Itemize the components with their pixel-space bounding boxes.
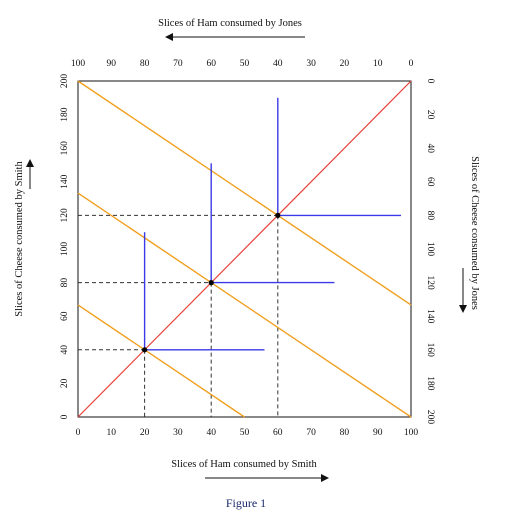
budget-lines: [77, 80, 412, 418]
right-tick-label: 40: [425, 143, 435, 153]
budget-line: [77, 192, 412, 418]
right-tick-label: 100: [425, 242, 435, 257]
bottom-tick-label: 40: [206, 428, 216, 438]
top-tick-label: 40: [273, 59, 283, 69]
bottom-tick-label: 10: [107, 428, 117, 438]
equilibrium-points: [142, 212, 281, 353]
contract-curve: [77, 80, 412, 418]
bottom-axis-title: Slices of Ham consumed by Smith: [171, 459, 317, 470]
top-tick-label: 100: [71, 59, 86, 69]
right-tick-label: 180: [425, 376, 435, 391]
top-tick-label: 10: [373, 59, 383, 69]
left-tick-label: 60: [60, 311, 70, 321]
equilibrium-dot: [142, 347, 148, 353]
right-tick-label: 200: [425, 410, 435, 425]
bottom-tick-labels: 0 10 20 30 40 50 60 70 80 90 100: [76, 428, 419, 438]
left-tick-label: 140: [60, 174, 70, 189]
bottom-tick-label: 50: [240, 428, 250, 438]
equilibrium-dot: [208, 280, 214, 286]
left-tick-label: 180: [60, 107, 70, 122]
top-tick-label: 50: [240, 59, 250, 69]
bottom-tick-label: 90: [373, 428, 383, 438]
bottom-tick-label: 30: [173, 428, 183, 438]
left-tick-label: 20: [60, 378, 70, 388]
left-tick-label: 200: [60, 74, 70, 89]
figure-caption: Figure 1: [226, 496, 266, 510]
top-tick-label: 60: [206, 59, 216, 69]
top-tick-label: 30: [306, 59, 316, 69]
left-tick-label: 160: [60, 141, 70, 156]
bottom-tick-label: 0: [76, 428, 81, 438]
right-tick-label: 80: [425, 211, 435, 221]
left-tick-label: 80: [60, 278, 70, 288]
right-tick-label: 0: [425, 79, 435, 84]
top-axis-title: Slices of Ham consumed by Jones: [158, 18, 302, 29]
left-axis-title: Slices of Cheese consumed by Smith: [14, 161, 25, 317]
right-tick-labels: 0 20 40 60 80 100 120 140 160 180 200: [425, 79, 435, 425]
budget-line: [77, 80, 412, 306]
top-tick-label: 20: [340, 59, 350, 69]
top-tick-label: 70: [173, 59, 183, 69]
bottom-tick-label: 20: [140, 428, 150, 438]
equilibrium-dot: [275, 212, 281, 218]
top-tick-label: 0: [409, 59, 414, 69]
left-tick-label: 40: [60, 345, 70, 355]
right-tick-label: 160: [425, 343, 435, 358]
bottom-tick-label: 70: [306, 428, 316, 438]
right-tick-label: 20: [425, 110, 435, 120]
left-tick-label: 0: [60, 414, 70, 419]
right-axis-title: Slices of Cheese consumed by Jones: [469, 156, 480, 310]
right-tick-label: 60: [425, 177, 435, 187]
left-tick-label: 100: [60, 242, 70, 257]
left-tick-labels: 0 20 40 60 80 100 120 140 160 180 200: [60, 74, 70, 420]
bottom-tick-label: 100: [404, 428, 419, 438]
indifference-curves: [143, 97, 402, 351]
top-tick-label: 80: [140, 59, 150, 69]
top-tick-labels: 100 90 80 70 60 50 40 30 20 10 0: [71, 59, 414, 69]
right-tick-label: 120: [425, 275, 435, 290]
contract-curve-line: [77, 80, 412, 418]
bottom-tick-label: 60: [273, 428, 283, 438]
bottom-tick-label: 80: [340, 428, 350, 438]
top-tick-label: 90: [107, 59, 117, 69]
left-tick-label: 120: [60, 208, 70, 223]
right-tick-label: 140: [425, 309, 435, 324]
budget-line: [77, 304, 245, 418]
